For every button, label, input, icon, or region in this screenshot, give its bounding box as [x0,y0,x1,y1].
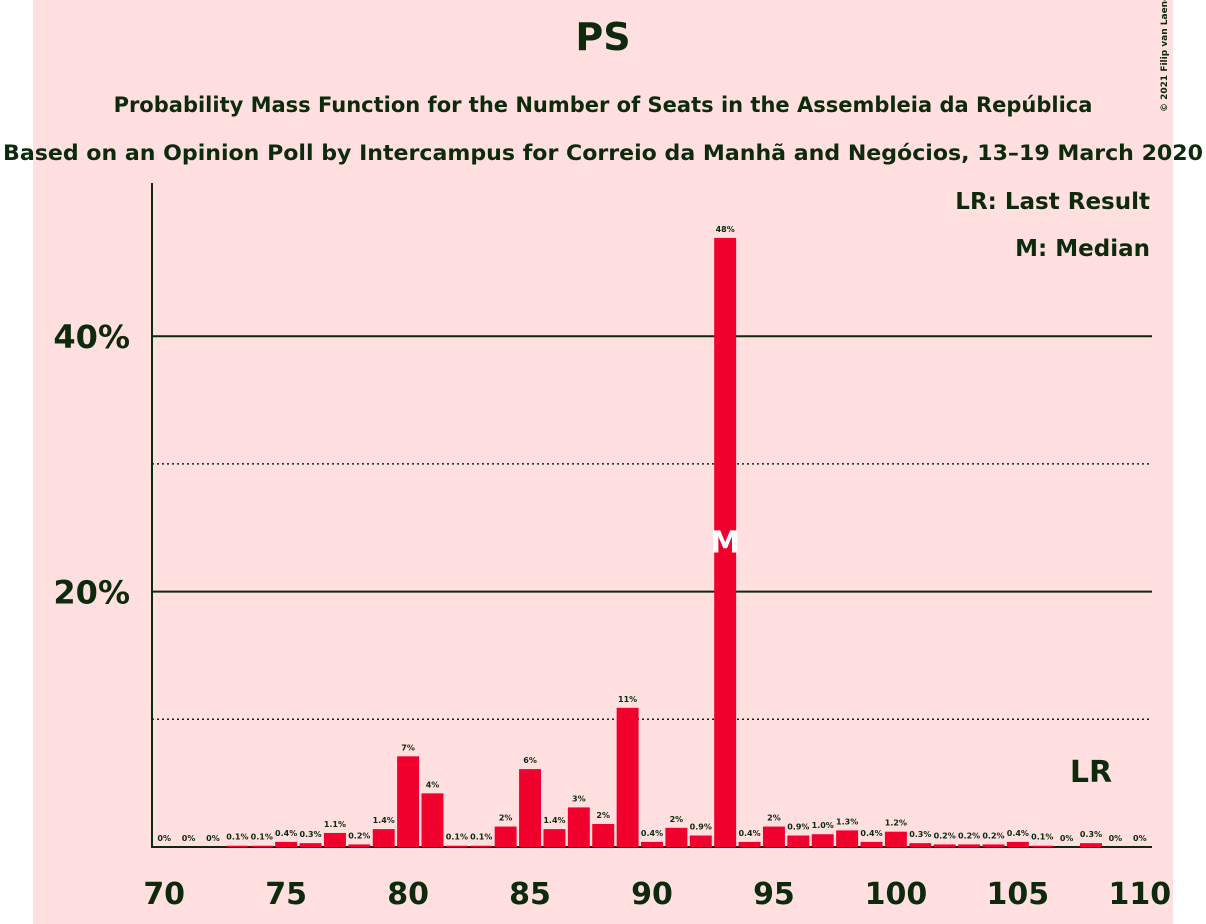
value-label: 0.3% [909,830,931,839]
value-label: 0.1% [1031,833,1053,842]
x-tick-label: 95 [753,877,795,912]
value-label: 0.4% [860,829,882,838]
value-label: 2% [670,815,684,824]
bar [1031,845,1054,847]
value-label: 0.4% [275,829,297,838]
x-tick-label: 80 [387,877,429,912]
annotation: M [710,525,740,560]
x-tick-label: 70 [143,877,185,912]
bar [787,835,810,847]
x-tick-label: 85 [509,877,551,912]
value-label: 1.2% [885,819,907,828]
value-label: 0% [1109,834,1123,843]
value-label: 6% [523,756,537,765]
x-tick-label: 100 [865,877,928,912]
value-label: 0.4% [1007,829,1029,838]
value-label: 0% [1060,834,1074,843]
value-label: 0% [157,834,171,843]
bar [226,845,249,847]
bar [1006,841,1029,847]
value-label: 2% [596,811,610,820]
legend-entry: M: Median [1015,236,1150,262]
value-label: 1.4% [543,816,565,825]
bar [738,841,761,847]
value-label: 0.3% [299,830,321,839]
background [33,0,1173,924]
bar [348,844,371,847]
value-label: 0.4% [738,829,760,838]
bar [299,843,322,847]
x-tick-label: 105 [987,877,1050,912]
bar [933,844,956,847]
bar [665,827,688,847]
subtitle: Based on an Opinion Poll by Intercampus … [3,141,1203,165]
bar [811,834,834,847]
bar [567,807,590,847]
value-label: 2% [499,814,513,823]
value-label: 3% [572,794,586,803]
bar [397,756,420,847]
bar [323,832,346,847]
bar [860,841,883,847]
value-label: 0.2% [934,831,956,840]
subtitle: Probability Mass Function for the Number… [114,93,1093,117]
bar [445,845,468,847]
value-label: 0.9% [787,823,809,832]
value-label: 11% [618,695,637,704]
value-label: 1.3% [836,817,858,826]
legend-entry: LR: Last Result [955,189,1150,215]
value-label: 4% [426,780,440,789]
value-label: 0% [182,834,196,843]
value-label: 0.9% [690,823,712,832]
bar [494,826,517,847]
bar [250,845,273,847]
bar [836,830,859,847]
bar [909,843,932,847]
value-label: 0.2% [982,831,1004,840]
y-tick-label: 20% [53,574,130,612]
value-label: 0.1% [226,833,248,842]
value-label: 0% [206,834,220,843]
value-label: 0.1% [470,833,492,842]
value-label: 2% [767,814,781,823]
bar [372,829,395,847]
bar [982,844,1005,847]
bar [884,831,907,847]
value-label: 0% [1133,834,1147,843]
value-label: 1.4% [373,816,395,825]
x-tick-label: 75 [265,877,307,912]
bar [689,835,712,847]
bar [543,829,566,847]
bar [762,826,785,847]
chart-title: PS [575,15,630,59]
value-label: 1.1% [324,820,346,829]
x-tick-label: 110 [1108,877,1171,912]
value-label: 0.1% [446,833,468,842]
bar [592,824,615,847]
value-label: 48% [716,225,735,234]
bar [1080,843,1102,847]
copyright: © 2021 Filip van Laenen [1160,0,1170,112]
x-tick-label: 90 [631,877,673,912]
bar [714,237,737,847]
value-label: 0.2% [958,831,980,840]
bar [275,841,298,847]
bar [958,844,981,847]
value-label: 1.0% [812,821,834,830]
value-label: 7% [401,743,415,752]
value-label: 0.4% [641,829,663,838]
value-label: 0.2% [348,831,370,840]
bar [616,707,639,847]
value-label: 0.3% [1080,830,1102,839]
value-label: 0.1% [251,833,273,842]
bar [519,769,542,847]
bar [470,845,493,847]
annotation: LR [1070,755,1112,790]
bar [641,841,663,847]
y-tick-label: 40% [53,318,130,356]
bar [421,793,444,847]
